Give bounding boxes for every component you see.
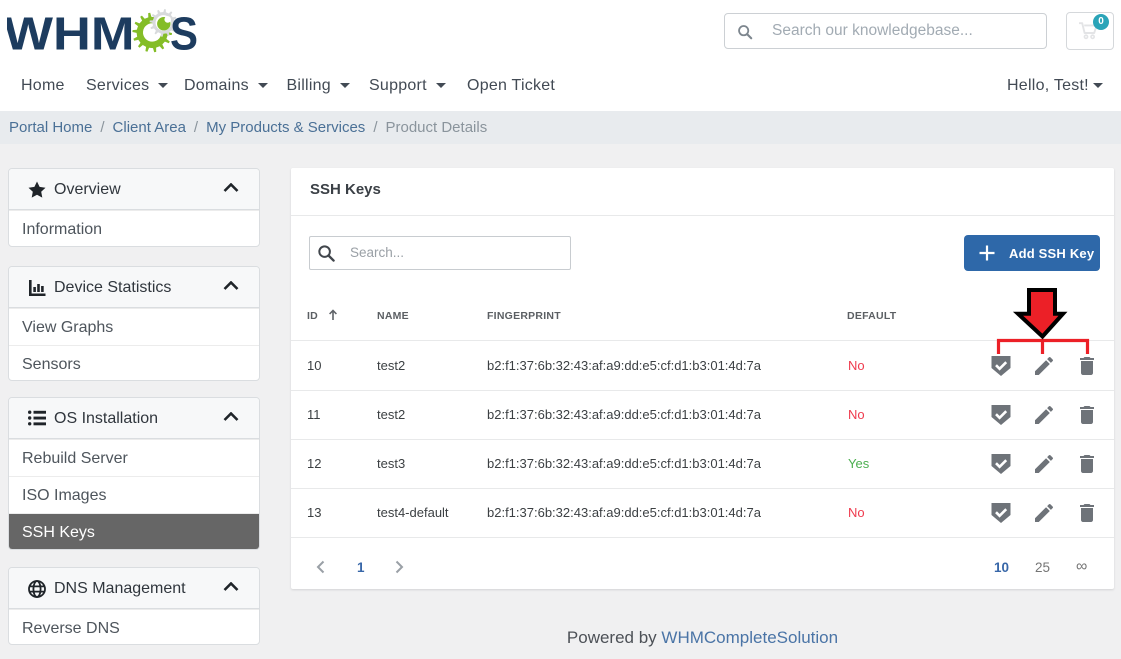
svg-text:WHM: WHM [7,8,135,58]
svg-text:S: S [170,8,198,58]
